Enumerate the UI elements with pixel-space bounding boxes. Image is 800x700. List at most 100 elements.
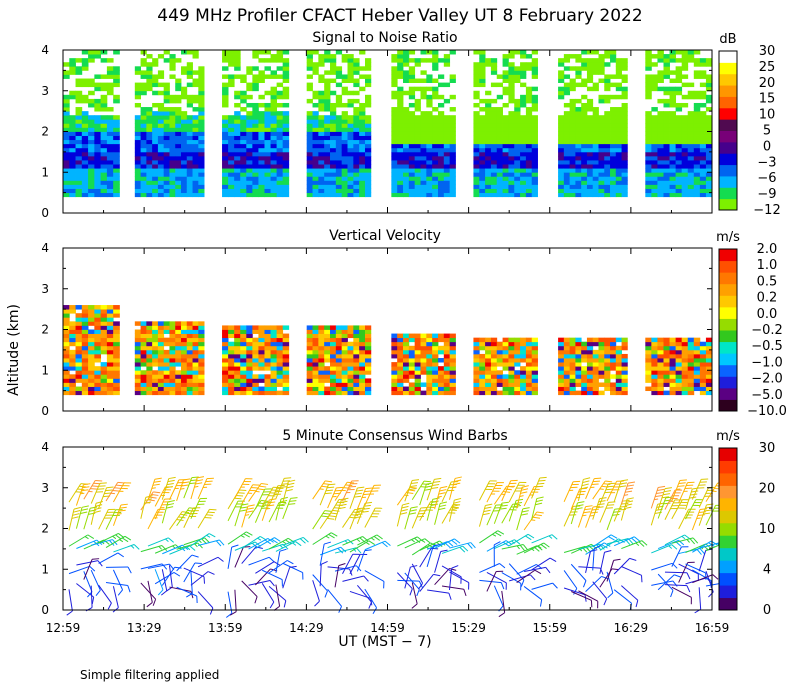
wind-barb-feather [268,501,276,504]
snr-cell [581,172,588,177]
velocity-cell [81,313,89,318]
snr-cell [276,54,284,59]
snr-cell [479,70,486,75]
wind-barb-feather [72,513,80,516]
wind-barb-staff [248,580,271,586]
snr-cell [586,58,594,63]
snr-cell [615,58,622,63]
velocity-cell [485,341,492,347]
snr-cell [169,143,176,149]
velocity-cell [687,349,695,355]
snr-cell [157,127,165,132]
snr-cell [270,180,278,185]
snr-cell [134,135,141,141]
velocity-cell [306,325,313,330]
velocity-cell [558,386,565,392]
snr-cell [146,111,153,116]
snr-cell [347,151,354,157]
snr-cell [651,180,658,185]
wind-barb-staff [140,491,154,511]
snr-cell [270,160,278,165]
snr-cell [169,127,176,132]
snr-cell [485,90,492,96]
velocity-cell [276,358,284,363]
snr-cell [651,188,658,194]
wind-barb-feather [459,546,466,553]
snr-cell [598,180,605,185]
snr-cell [330,131,337,136]
wind-barb-feather [208,533,216,538]
snr-cell [479,119,486,124]
snr-cell [157,184,165,189]
velocity-cell [186,333,193,339]
snr-cell [222,94,229,100]
snr-cell [134,131,141,136]
snr-cell [353,131,360,136]
snr-cell [198,102,205,108]
velocity-cell [449,378,456,383]
snr-cell [502,143,509,149]
velocity-cell [604,349,611,355]
snr-cell [282,58,290,63]
snr-cell [681,54,689,59]
snr-cell [175,98,182,104]
snr-cell [615,66,622,71]
wind-barb-staff [105,535,126,548]
velocity-cell [443,333,451,339]
snr-cell [100,151,108,157]
snr-cell [140,147,147,153]
snr-cell [234,168,241,173]
snr-cell [426,123,433,128]
snr-cell [270,119,278,124]
snr-cell [63,127,70,132]
wind-barb-staff [261,583,275,603]
snr-cell [687,172,695,177]
snr-cell [146,155,153,161]
snr-cell [222,164,229,169]
snr-cell [502,147,509,153]
wind-barb-feather [440,485,448,489]
wind-barb-feather [286,560,294,565]
snr-cell [157,135,165,141]
wind-barb-feather [454,479,462,483]
snr-cell [592,50,599,55]
wind-barb [434,567,457,586]
snr-cell [312,115,319,120]
snr-cell [222,74,229,79]
snr-cell [693,62,701,67]
snr-cell [81,131,89,136]
wind-barb-staff [349,540,370,553]
snr-cell [432,115,439,120]
wind-barb [90,482,107,504]
wind-barb-feather [267,504,275,507]
snr-cell [443,58,451,63]
wind-barb-staff [147,563,170,569]
velocity-cell [276,337,284,343]
velocity-cell [657,349,664,355]
snr-cell [69,180,76,185]
velocity-cell [651,390,658,396]
snr-cell [69,164,76,169]
snr-cell [359,135,366,141]
snr-cell [610,58,617,63]
snr-cell [657,143,664,149]
wind-barb [140,545,168,553]
snr-cell [586,135,594,141]
snr-cell [318,184,325,189]
snr-cell [426,155,433,161]
snr-cell [264,119,271,124]
snr-cell [222,66,229,71]
wind-barb-staff [248,538,269,550]
velocity-cell [558,378,565,383]
velocity-cell [485,345,492,351]
snr-cell [681,143,689,149]
snr-cell [496,160,503,165]
snr-cell [312,176,319,181]
velocity-cell [569,382,576,387]
snr-cell [437,192,445,198]
velocity-cell [175,337,182,343]
snr-cell [502,119,509,124]
velocity-cell [525,345,533,351]
velocity-cell [705,337,713,343]
velocity-cell [318,325,325,330]
